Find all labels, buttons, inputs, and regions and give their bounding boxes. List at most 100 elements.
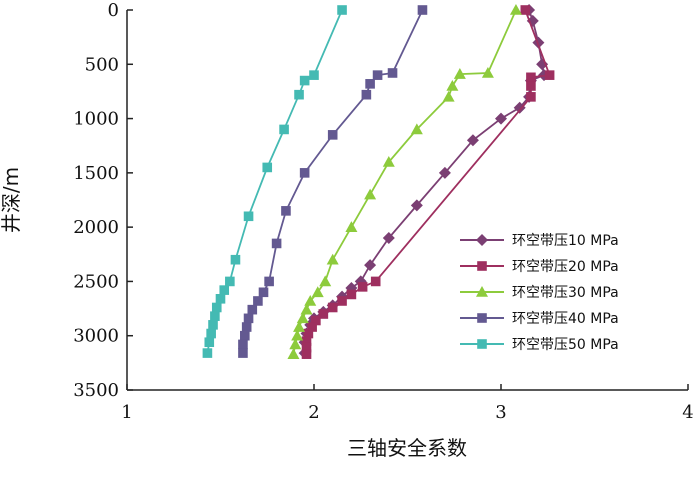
data-point-marker xyxy=(509,4,522,15)
legend-label: 环空带压50 MPa xyxy=(512,337,619,353)
y-tick-label: 3500 xyxy=(73,380,119,401)
legend-marker xyxy=(477,313,487,323)
data-point-marker xyxy=(300,303,313,315)
legend-label: 环空带压30 MPa xyxy=(512,285,619,301)
data-point-marker xyxy=(215,294,226,304)
data-point-marker xyxy=(301,349,312,359)
legend-marker xyxy=(476,234,488,246)
legend-marker xyxy=(477,339,487,349)
y-tick-label: 2500 xyxy=(73,271,119,292)
data-point-marker xyxy=(526,81,536,91)
y-ticks: 0 500 1000 1500 2000 2500 3000 3500 xyxy=(73,0,133,401)
data-point-marker xyxy=(211,302,222,313)
data-point-marker xyxy=(303,328,314,339)
data-point-marker xyxy=(337,296,347,306)
data-point-marker xyxy=(319,275,332,287)
data-point-marker xyxy=(202,348,213,358)
data-point-marker xyxy=(289,338,302,350)
data-point-marker xyxy=(309,70,319,80)
data-point-marker xyxy=(293,321,306,332)
legend-marker xyxy=(477,261,487,271)
legend-label: 环空带压40 MPa xyxy=(512,311,619,327)
data-point-marker xyxy=(291,329,304,341)
data-point-marker xyxy=(258,287,269,298)
data-point-marker xyxy=(241,322,252,332)
data-point-marker xyxy=(219,285,230,295)
legend-label: 环空带压10 MPa xyxy=(512,233,619,249)
data-point-marker xyxy=(230,254,241,265)
data-point-marker xyxy=(361,89,372,100)
data-point-marker xyxy=(311,286,324,298)
y-axis-title: 井深/m xyxy=(0,167,23,233)
data-point-marker xyxy=(294,89,304,100)
series-line xyxy=(292,9,517,355)
data-point-marker xyxy=(417,5,428,15)
data-point-marker xyxy=(446,80,459,91)
data-point-marker xyxy=(346,289,357,300)
data-point-marker xyxy=(526,92,536,102)
data-point-marker xyxy=(345,221,358,232)
data-point-marker xyxy=(304,294,317,306)
data-point-marker xyxy=(481,66,494,78)
y-tick-label: 1000 xyxy=(73,109,119,130)
data-point-marker xyxy=(243,211,254,222)
data-point-marker xyxy=(247,304,258,315)
data-point-marker xyxy=(327,302,338,313)
data-point-marker xyxy=(240,330,250,341)
legend-marker xyxy=(476,286,488,297)
legend: 环空带压10 MPa 环空带压20 MPa 环空带压30 MPa 环空带压40 MPa… xyxy=(460,233,619,353)
data-point-marker xyxy=(299,75,310,86)
data-point-marker xyxy=(327,130,338,140)
data-point-marker xyxy=(453,68,466,79)
data-point-marker xyxy=(253,296,263,306)
data-point-marker xyxy=(372,70,383,80)
data-point-marker xyxy=(287,348,300,359)
series-3 xyxy=(287,4,522,359)
plot-area xyxy=(126,10,688,391)
data-point-marker xyxy=(382,232,395,244)
x-ticks: 1 2 3 4 xyxy=(121,384,694,423)
data-point-marker xyxy=(208,320,218,330)
data-point-marker xyxy=(364,188,377,200)
data-point-marker xyxy=(387,68,398,78)
series-4 xyxy=(238,5,428,358)
series-line xyxy=(206,9,343,354)
data-point-marker xyxy=(410,123,423,135)
series-layer xyxy=(202,4,555,360)
data-point-marker xyxy=(357,282,368,292)
data-point-marker xyxy=(225,276,235,287)
data-point-marker xyxy=(438,166,451,179)
data-point-marker xyxy=(204,337,215,348)
x-tick-label: 3 xyxy=(495,402,506,423)
data-point-marker xyxy=(299,168,310,178)
x-axis-title: 三轴安全系数 xyxy=(347,436,467,460)
data-point-marker xyxy=(526,72,536,83)
data-point-marker xyxy=(365,79,375,89)
data-point-marker xyxy=(206,328,216,339)
data-point-marker xyxy=(262,162,273,173)
data-point-marker xyxy=(238,348,248,358)
data-point-marker xyxy=(466,134,479,147)
series-2 xyxy=(301,5,555,359)
y-tick-label: 500 xyxy=(85,54,119,75)
data-point-marker xyxy=(495,112,507,125)
x-tick-label: 2 xyxy=(308,402,319,423)
data-point-marker xyxy=(364,259,377,272)
data-point-marker xyxy=(318,309,329,319)
data-point-marker xyxy=(296,312,309,324)
x-tick-label: 4 xyxy=(682,402,693,423)
data-point-marker xyxy=(281,206,291,216)
y-tick-label: 0 xyxy=(108,0,119,21)
data-point-marker xyxy=(307,322,317,332)
y-tick-label: 1500 xyxy=(73,163,119,184)
data-point-marker xyxy=(544,70,555,80)
y-tick-label: 3000 xyxy=(73,326,119,347)
data-point-marker xyxy=(271,238,282,249)
x-tick-label: 1 xyxy=(121,402,132,423)
y-tick-label: 2000 xyxy=(73,217,119,238)
legend-label: 环空带压20 MPa xyxy=(512,259,619,275)
data-point-marker xyxy=(243,313,254,324)
data-point-marker xyxy=(264,276,274,287)
data-point-marker xyxy=(513,101,526,114)
